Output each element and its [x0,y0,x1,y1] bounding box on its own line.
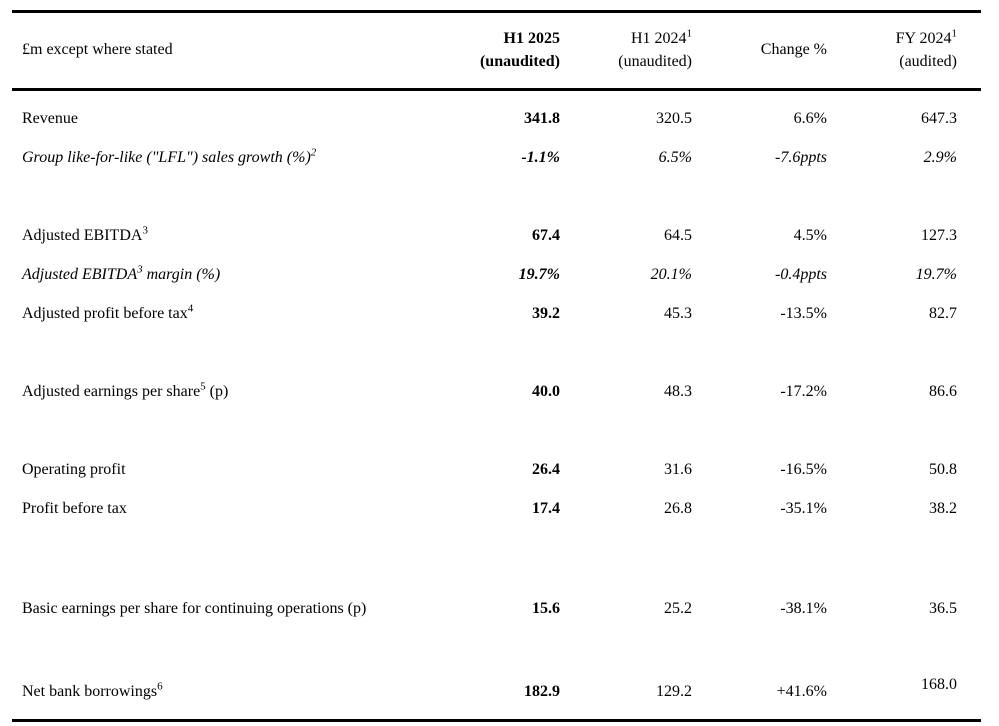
value-cell-change: +41.6% [776,682,827,700]
value-cell-fy-2024: 38.2 [929,499,957,517]
value-cell-h1-2024: 45.3 [664,304,692,322]
table-row: Operating profit 26.4 31.6 -16.5% 50.8 [12,450,981,489]
footnote-marker: 2 [310,146,317,159]
value-cell-change: -16.5% [780,460,827,478]
column-header-change: Change % [692,11,827,91]
value-cell-h1-2025: 182.9 [524,682,560,700]
row-label: Adjusted EBITDA3 margin (%) [22,263,221,283]
value-cell-fy-2024: 19.7% [915,265,957,283]
value-cell-h1-2025: 15.6 [532,599,560,617]
value-cell-h1-2025: 40.0 [532,382,560,400]
column-header-line1: Change % [760,41,827,59]
table-row: Revenue 341.8 320.5 6.6% 647.3 [12,99,981,138]
table-header: £m except where stated H1 2025 (unaudite… [12,11,981,91]
unit-label-text: £m except where stated [22,41,173,59]
value-cell-h1-2024: 64.5 [664,226,692,244]
table-row: Profit before tax 17.4 26.8 -35.1% 38.2 [12,489,981,528]
value-cell-fy-2024: 127.3 [921,226,957,244]
column-header-line2: (audited) [899,52,957,70]
row-label: Net bank borrowings6 [22,680,163,700]
value-cell-change: -35.1% [780,499,827,517]
column-header-line2: (unaudited) [479,52,560,70]
value-cell-h1-2024: 26.8 [664,499,692,517]
table-row: Adjusted profit before tax4 39.2 45.3 -1… [12,294,981,333]
value-cell-change: -13.5% [780,304,827,322]
spacer-row [12,90,981,100]
value-cell-fy-2024: 2.9% [923,148,957,166]
row-label: Group like-for-like ("LFL") sales growth… [22,146,317,166]
value-cell-h1-2024: 31.6 [664,460,692,478]
spacer-row [12,177,981,216]
value-cell-fy-2024: 168.0 [827,672,981,711]
table-row: Group like-for-like ("LFL") sales growth… [12,138,981,177]
value-cell-fy-2024: 86.6 [929,382,957,400]
table-row: Net bank borrowings6 182.9 129.2 +41.6% … [12,672,981,711]
value-cell-change: -7.6ppts [775,148,827,166]
spacer-row [12,528,981,589]
value-cell-h1-2025: 26.4 [532,460,560,478]
row-label: Operating profit [22,460,126,478]
spacer-row [12,333,981,372]
value-cell-h1-2025: 67.4 [532,226,560,244]
table-row: Basic earnings per share for continuing … [12,589,981,628]
column-header-line1: H1 2025 [503,30,560,48]
table-row: Adjusted EBITDA3 margin (%) 19.7% 20.1% … [12,255,981,294]
row-label: Revenue [22,109,78,127]
value-cell-h1-2024: 6.5% [658,148,692,166]
value-cell-change: -17.2% [780,382,827,400]
table-row: Adjusted EBITDA3 67.4 64.5 4.5% 127.3 [12,216,981,255]
column-header-line2: (unaudited) [618,52,692,70]
value-cell-h1-2024: 48.3 [664,382,692,400]
value-cell-fy-2024: 647.3 [921,109,957,127]
table-row: Adjusted earnings per share5 (p) 40.0 48… [12,372,981,411]
header-row: £m except where stated H1 2025 (unaudite… [12,11,981,91]
value-cell-h1-2024: 320.5 [656,109,692,127]
footnote-marker: 1 [686,27,693,40]
row-label: Adjusted earnings per share5 (p) [22,380,229,400]
value-cell-fy-2024: 50.8 [929,460,957,478]
table-body: Revenue 341.8 320.5 6.6% 647.3 Group lik… [12,90,981,721]
footnote-marker: 1 [951,27,958,40]
value-cell-fy-2024: 82.7 [929,304,957,322]
value-cell-change: 6.6% [793,109,827,127]
row-label: Basic earnings per share for continuing … [22,599,367,617]
column-header-h1-2024: H1 20241 (unaudited) [560,11,693,91]
value-cell-fy-2024: 36.5 [929,599,957,617]
value-cell-change: -0.4ppts [775,265,827,283]
value-cell-h1-2025: 341.8 [524,109,560,127]
value-cell-change: 4.5% [793,226,827,244]
column-header-h1-2025: H1 2025 (unaudited) [442,11,560,91]
value-cell-h1-2024: 20.1% [650,265,692,283]
spacer-row [12,711,981,721]
value-cell-h1-2025: 39.2 [532,304,560,322]
column-header-fy-2024: FY 20241 (audited) [827,11,981,91]
column-header-line1: FY 2024 [895,30,952,48]
spacer-row [12,411,981,450]
value-cell-h1-2025: 17.4 [532,499,560,517]
row-label: Adjusted profit before tax4 [22,302,194,322]
footnote-marker: 4 [187,302,194,315]
footnote-marker: 3 [137,263,143,276]
row-label: Adjusted EBITDA3 [22,224,148,244]
value-cell-h1-2025: 19.7% [518,265,560,283]
value-cell-h1-2024: 129.2 [656,682,692,700]
spacer-row [12,628,981,672]
footnote-marker: 3 [142,224,148,237]
column-header-line1: H1 2024 [630,30,687,48]
financial-summary-table: £m except where stated H1 2025 (unaudite… [12,10,981,722]
column-header-unit-label: £m except where stated [12,11,442,91]
row-label: Profit before tax [22,499,127,517]
value-cell-h1-2024: 25.2 [664,599,692,617]
value-cell-change: -38.1% [780,599,827,617]
footnote-marker: 6 [157,680,163,693]
value-cell-h1-2025: -1.1% [521,148,560,166]
footnote-marker: 5 [200,380,206,393]
raised-value: 168.0 [921,675,957,693]
